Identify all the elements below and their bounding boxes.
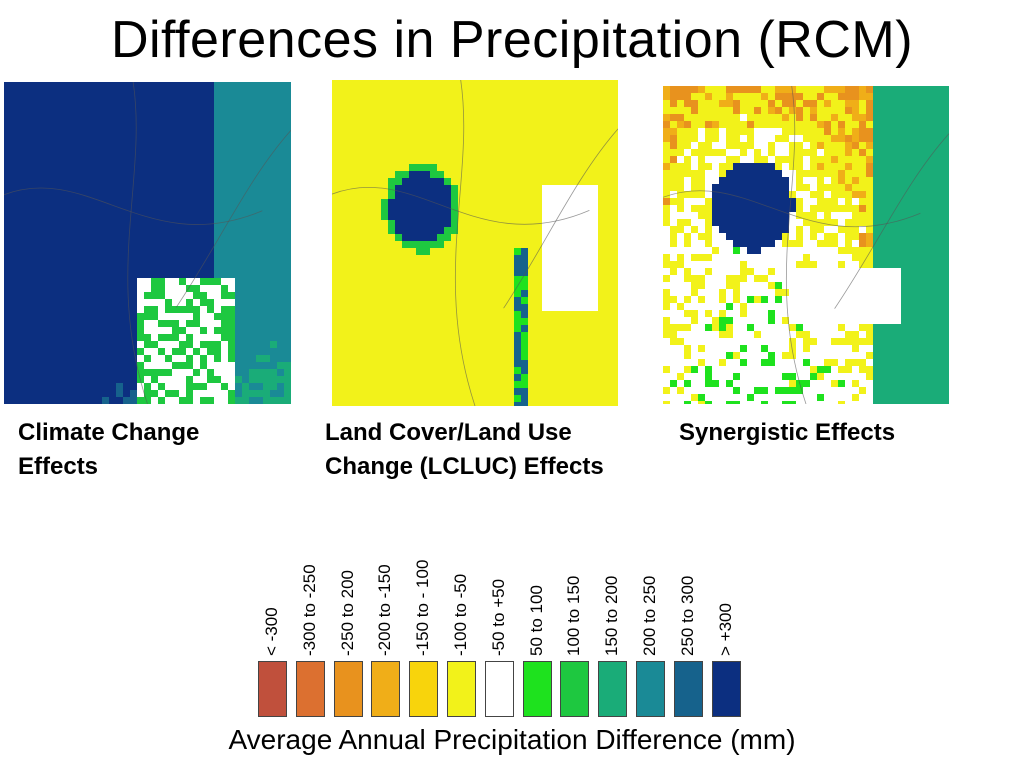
map-synergistic-effects <box>663 86 949 404</box>
legend-swatch <box>522 661 552 717</box>
legend-label: 250 to 300 <box>677 575 697 656</box>
legend-label: -300 to -250 <box>299 564 319 656</box>
caption-lcluc-line1: Land Cover/Land Use <box>325 419 572 446</box>
legend-swatch <box>409 661 439 717</box>
legend-label: -100 to -50 <box>451 573 470 656</box>
legend-swatch <box>636 661 665 717</box>
legend-label: -150 to - 100 <box>413 559 433 656</box>
legend-caption: Average Annual Precipitation Difference … <box>228 724 796 755</box>
legend-swatch <box>333 661 363 717</box>
legend-swatch <box>673 661 703 717</box>
legend-label: > +300 <box>715 603 735 656</box>
caption-lcluc-line2: Change (LCLUC) Effects <box>325 453 604 480</box>
legend-swatch <box>371 661 401 717</box>
map-lcluc-effects <box>332 80 618 406</box>
legend-swatch <box>258 661 287 717</box>
legend-swatch <box>484 661 514 717</box>
page-title: Differences in Precipitation (RCM) <box>110 11 914 69</box>
legend-label: -250 to 200 <box>337 569 357 656</box>
legend-label: 200 to 250 <box>640 575 659 656</box>
legend-label: 100 to 150 <box>564 575 584 656</box>
legend-label: < -300 <box>262 607 281 656</box>
caption-climate-line2: Effects <box>18 453 99 480</box>
caption-climate-change: Climate Change Effects <box>18 416 268 484</box>
precipitation-grid <box>4 82 291 404</box>
legend-swatch <box>598 661 628 717</box>
caption-synergistic: Synergistic Effects <box>679 416 959 450</box>
precipitation-grid <box>332 80 618 406</box>
legend-label: 50 to 100 <box>526 585 546 656</box>
legend-swatch <box>711 661 741 717</box>
legend-swatch <box>560 661 590 717</box>
caption-lcluc: Land Cover/Land Use Change (LCLUC) Effec… <box>325 416 670 484</box>
map-climate-change-effects <box>4 82 291 404</box>
legend-swatch <box>447 661 476 717</box>
legend-swatch <box>295 661 325 717</box>
legend-label: -200 to -150 <box>375 564 395 656</box>
legend-label: 150 to 200 <box>602 575 622 656</box>
legend-label: -50 to +50 <box>488 578 508 656</box>
caption-climate-line1: Climate Change <box>18 419 200 446</box>
precipitation-grid <box>663 86 949 404</box>
caption-syn-line1: Synergistic Effects <box>679 419 896 446</box>
